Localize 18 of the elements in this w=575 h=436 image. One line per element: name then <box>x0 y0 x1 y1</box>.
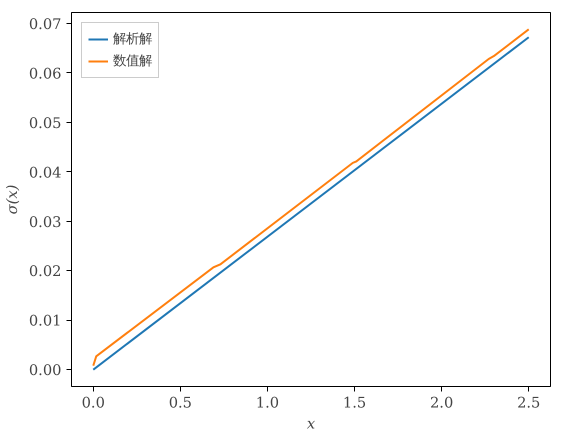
y-tick-label: 0.00 <box>28 362 62 380</box>
legend-label: 解析解 <box>113 31 152 48</box>
y-tick-label: 0.05 <box>28 114 62 132</box>
y-tick-label: 0.03 <box>28 214 62 231</box>
legend-label: 数值解 <box>113 53 152 70</box>
y-tick-label: 0.06 <box>28 65 62 82</box>
y-axis-title: σ(x) <box>4 184 21 214</box>
x-tick-label: 0.5 <box>168 394 192 412</box>
x-axis-title: x <box>306 416 316 432</box>
y-tick-label: 0.07 <box>28 16 62 33</box>
y-tick-label: 0.02 <box>28 263 62 280</box>
y-tick-label: 0.01 <box>28 312 62 330</box>
x-tick-label: 2.5 <box>517 394 540 412</box>
x-tick-label: 0.0 <box>82 394 105 412</box>
x-tick-label: 1.0 <box>256 394 280 412</box>
x-tick-label: 1.5 <box>342 394 366 412</box>
y-tick-label: 0.04 <box>28 164 62 182</box>
x-tick-label: 2.0 <box>430 394 454 412</box>
